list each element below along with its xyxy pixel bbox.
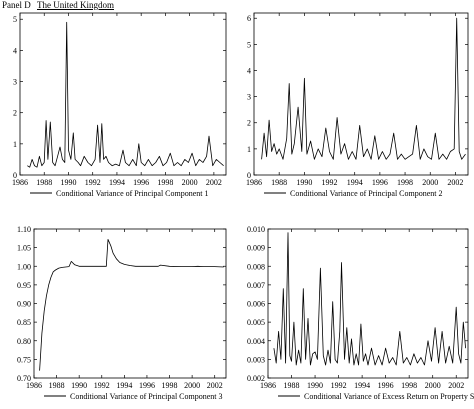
- y-tick-label: 0.010: [247, 225, 265, 234]
- x-tick-label: 1998: [157, 178, 173, 187]
- panel-header: Panel D The United Kingdom: [2, 0, 114, 10]
- series-line: [273, 232, 466, 366]
- x-tick-label: 2002: [447, 178, 463, 187]
- y-tick-label: 0.008: [247, 262, 265, 271]
- plot-frame: [19, 12, 227, 176]
- x-tick-label: 1990: [71, 381, 87, 390]
- x-tick-label: 1998: [401, 381, 417, 390]
- x-tick-label: 2000: [422, 178, 438, 187]
- x-tick-label: 2000: [184, 381, 200, 390]
- chart-3: 0.70 0.75 0.80 0.85 0.90 0.95 1.00 1.05 1.10 1986…: [17, 225, 227, 401]
- y-tick-label: 1.10: [17, 225, 31, 234]
- chart-2: 0 1 2 3 4 5 6 1986 1988 1990 1992 1994 1996 1998 2000 2…: [246, 12, 469, 198]
- y-tick-label: 3: [247, 93, 251, 102]
- legend-label: Conditional Variance of Principal Compon…: [290, 189, 443, 198]
- plot-frame: [253, 12, 469, 176]
- x-tick-label: 1988: [49, 381, 65, 390]
- x-tick-label: 1992: [331, 381, 347, 390]
- legend-label: Conditional Variance of Principal Compon…: [56, 189, 209, 198]
- y-tick-label: 6: [247, 14, 251, 23]
- x-tick-label: 1988: [284, 381, 300, 390]
- x-tick-label: 2000: [425, 381, 441, 390]
- x-tick-label: 1996: [372, 178, 388, 187]
- x-tick-label: 1992: [322, 178, 338, 187]
- x-tick-label: 1990: [296, 178, 312, 187]
- y-tick-label: 0.009: [247, 244, 265, 253]
- y-tick-label: 0.80: [17, 337, 31, 346]
- x-tick-label: 2000: [182, 178, 198, 187]
- y-tick-label: 0.75: [17, 355, 31, 364]
- y-tick-label: 4: [247, 66, 251, 75]
- x-tick-label: 1990: [60, 178, 76, 187]
- y-tick-label: 0.90: [17, 300, 31, 309]
- y-tick-label: 0.95: [17, 281, 31, 290]
- country-label: The United Kingdom: [37, 0, 114, 10]
- y-tick-label: 4: [13, 46, 17, 55]
- y-tick-label: 0: [247, 171, 251, 180]
- y-tick-label: 1: [13, 140, 17, 149]
- y-tick-label: 3: [13, 78, 17, 87]
- y-tick-label: 0.006: [247, 300, 265, 309]
- y-tick-label: 1.00: [17, 262, 31, 271]
- series-line: [261, 17, 466, 160]
- x-tick-label: 1992: [85, 178, 101, 187]
- x-tick-label: 1986: [260, 381, 276, 390]
- x-tick-label: 1994: [116, 381, 132, 390]
- y-tick-label: 5: [13, 15, 17, 24]
- y-tick-label: 5: [247, 40, 251, 49]
- chart-4: 0.002 0.003 0.004 0.005 0.006 0.007 0.008 0.009…: [247, 225, 474, 401]
- plot-frame: [33, 228, 227, 379]
- x-tick-label: 1996: [139, 381, 155, 390]
- x-tick-label: 1994: [354, 381, 370, 390]
- y-tick-label: 0.005: [247, 318, 265, 327]
- x-tick-label: 2002: [206, 178, 222, 187]
- y-tick-label: 0.85: [17, 318, 31, 327]
- y-tick-label: 0: [13, 171, 17, 180]
- y-tick-label: 0.007: [247, 281, 265, 290]
- y-tick-label: 0.003: [247, 355, 265, 364]
- x-tick-label: 1996: [133, 178, 149, 187]
- x-tick-label: 1986: [26, 381, 42, 390]
- x-tick-label: 1996: [378, 381, 394, 390]
- legend-label: Conditional Variance of Principal Compon…: [70, 392, 223, 401]
- chart-1: 0 1 2 3 4 5 1986 1988 1990 1992 1994 1996 1998 2000 20…: [12, 12, 227, 198]
- x-tick-label: 1994: [109, 178, 125, 187]
- series-line: [39, 238, 224, 371]
- x-tick-label: 2002: [448, 381, 464, 390]
- y-tick-label: 0.002: [247, 374, 265, 383]
- x-tick-label: 1994: [347, 178, 363, 187]
- x-tick-label: 2002: [207, 381, 223, 390]
- y-tick-label: 1.05: [17, 244, 31, 253]
- series-line: [27, 21, 224, 168]
- x-tick-label: 1986: [12, 178, 28, 187]
- x-tick-label: 1990: [307, 381, 323, 390]
- legend-label: Conditional Variance of Excess Return on…: [304, 392, 474, 401]
- y-tick-label: 2: [247, 119, 251, 128]
- y-tick-label: 0.004: [247, 337, 265, 346]
- y-tick-label: 2: [13, 109, 17, 118]
- y-tick-label: 1: [247, 145, 251, 154]
- panel-label: Panel D: [2, 0, 31, 10]
- x-tick-label: 1992: [94, 381, 110, 390]
- x-tick-label: 1988: [36, 178, 52, 187]
- x-tick-label: 1986: [246, 178, 262, 187]
- x-tick-label: 1998: [162, 381, 178, 390]
- y-tick-label: 0.70: [17, 374, 31, 383]
- x-tick-label: 1998: [397, 178, 413, 187]
- x-tick-label: 1988: [271, 178, 287, 187]
